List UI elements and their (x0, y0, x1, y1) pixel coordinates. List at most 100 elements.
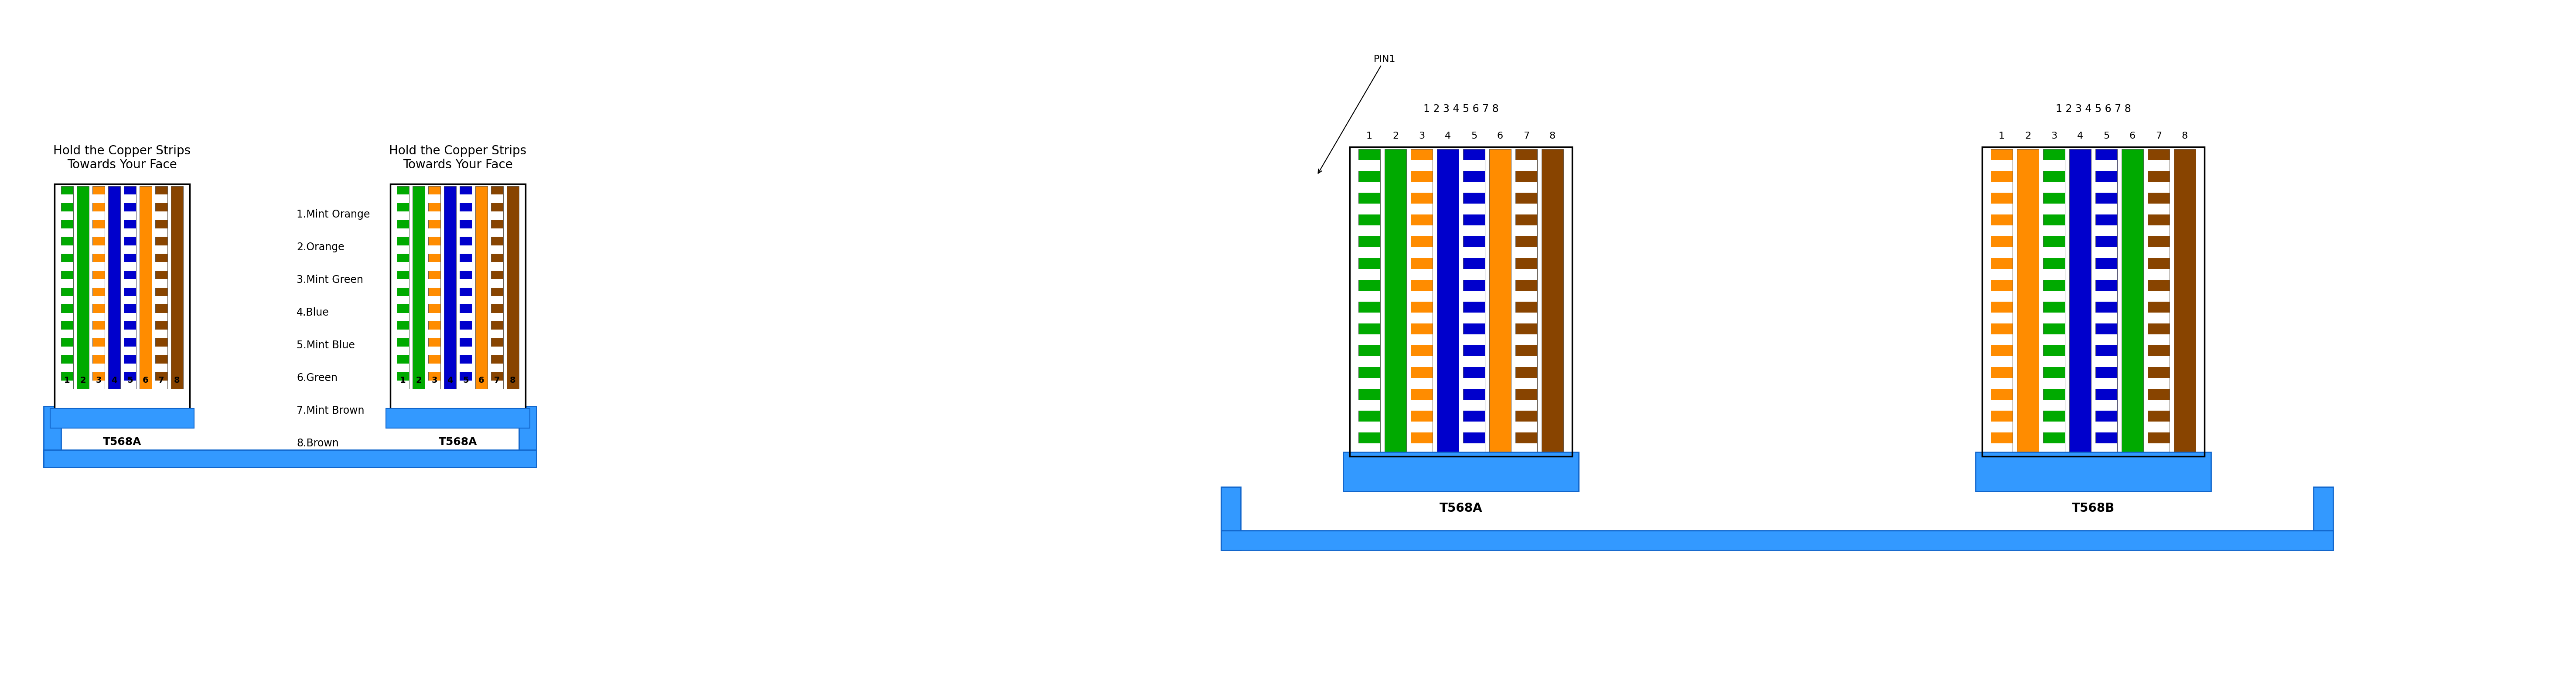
Bar (2148, 182, 2169, 193)
Bar (1412, 291, 1432, 302)
Bar (124, 313, 137, 321)
Bar (459, 330, 471, 338)
Bar (1412, 400, 1432, 411)
Bar (1412, 160, 1432, 171)
Text: 4: 4 (448, 376, 453, 384)
Bar (492, 245, 502, 254)
Bar (155, 186, 167, 389)
Bar (1463, 203, 1484, 214)
Bar (49, 409, 193, 428)
Bar (428, 212, 440, 220)
Bar (459, 380, 471, 389)
Bar (1463, 443, 1484, 455)
Bar (2094, 356, 2117, 367)
Bar (492, 194, 502, 203)
Text: 5: 5 (464, 376, 469, 384)
Bar (1515, 226, 1538, 236)
Bar (428, 364, 440, 372)
Bar (2094, 160, 2117, 171)
Bar (492, 346, 502, 355)
Text: 1: 1 (1365, 132, 1373, 140)
Bar (397, 313, 410, 321)
Bar (459, 194, 471, 203)
Bar (1991, 312, 2012, 323)
Bar (124, 245, 137, 254)
Bar (2043, 443, 2066, 455)
Bar (1515, 291, 1538, 302)
Bar (397, 228, 410, 237)
Bar (62, 313, 72, 321)
Text: 4: 4 (2076, 132, 2084, 140)
Bar (492, 330, 502, 338)
Bar (62, 380, 72, 389)
Text: 2: 2 (415, 376, 422, 384)
Bar (1515, 378, 1538, 389)
Bar (2094, 378, 2117, 389)
Bar (93, 346, 106, 355)
Bar (392, 184, 526, 411)
Bar (93, 186, 106, 389)
Bar (2069, 149, 2092, 455)
Bar (492, 380, 502, 389)
Bar (155, 245, 167, 254)
Bar (155, 212, 167, 220)
Bar (1515, 400, 1538, 411)
Bar (124, 330, 137, 338)
Bar (428, 228, 440, 237)
Text: 7: 7 (495, 376, 500, 384)
Text: 3: 3 (1419, 132, 1425, 140)
Bar (2148, 247, 2169, 258)
Bar (1437, 149, 1458, 455)
Bar (1515, 247, 1538, 258)
Bar (2313, 487, 2334, 550)
Bar (2148, 269, 2169, 280)
Text: 5: 5 (2102, 132, 2110, 140)
Bar (62, 228, 72, 237)
Bar (397, 296, 410, 305)
Bar (492, 364, 502, 372)
Bar (1358, 356, 1381, 367)
Text: 4: 4 (1445, 132, 1450, 140)
Bar (124, 380, 137, 389)
Bar (1358, 149, 1381, 455)
Bar (124, 364, 137, 372)
Text: 6: 6 (142, 376, 149, 384)
Bar (1412, 312, 1432, 323)
Bar (1540, 149, 1564, 455)
Bar (1412, 182, 1432, 193)
Text: 6: 6 (479, 376, 484, 384)
Text: 1 2 3 4 5 6 7 8: 1 2 3 4 5 6 7 8 (2056, 103, 2130, 115)
Bar (2094, 149, 2117, 455)
Bar (1412, 356, 1432, 367)
Text: 3: 3 (2050, 132, 2058, 140)
Bar (124, 228, 137, 237)
Bar (170, 186, 183, 389)
Bar (1342, 452, 1579, 491)
Bar (1358, 247, 1381, 258)
Bar (397, 380, 410, 389)
Bar (477, 186, 487, 389)
Bar (93, 212, 106, 220)
Bar (492, 212, 502, 220)
Bar (2043, 400, 2066, 411)
Text: T568A: T568A (103, 437, 142, 447)
Bar (2043, 291, 2066, 302)
Bar (2148, 356, 2169, 367)
Bar (44, 450, 536, 467)
Bar (1412, 378, 1432, 389)
Bar (2043, 356, 2066, 367)
Bar (1358, 182, 1381, 193)
Bar (155, 330, 167, 338)
Bar (1489, 149, 1512, 455)
Text: 2: 2 (2025, 132, 2030, 140)
Bar (2148, 443, 2169, 455)
Bar (1412, 203, 1432, 214)
Bar (93, 279, 106, 287)
Text: T568A: T568A (438, 437, 477, 447)
Text: 8: 8 (2182, 132, 2187, 140)
Bar (62, 279, 72, 287)
Bar (1991, 400, 2012, 411)
Bar (1991, 160, 2012, 171)
Bar (492, 313, 502, 321)
Bar (124, 296, 137, 305)
